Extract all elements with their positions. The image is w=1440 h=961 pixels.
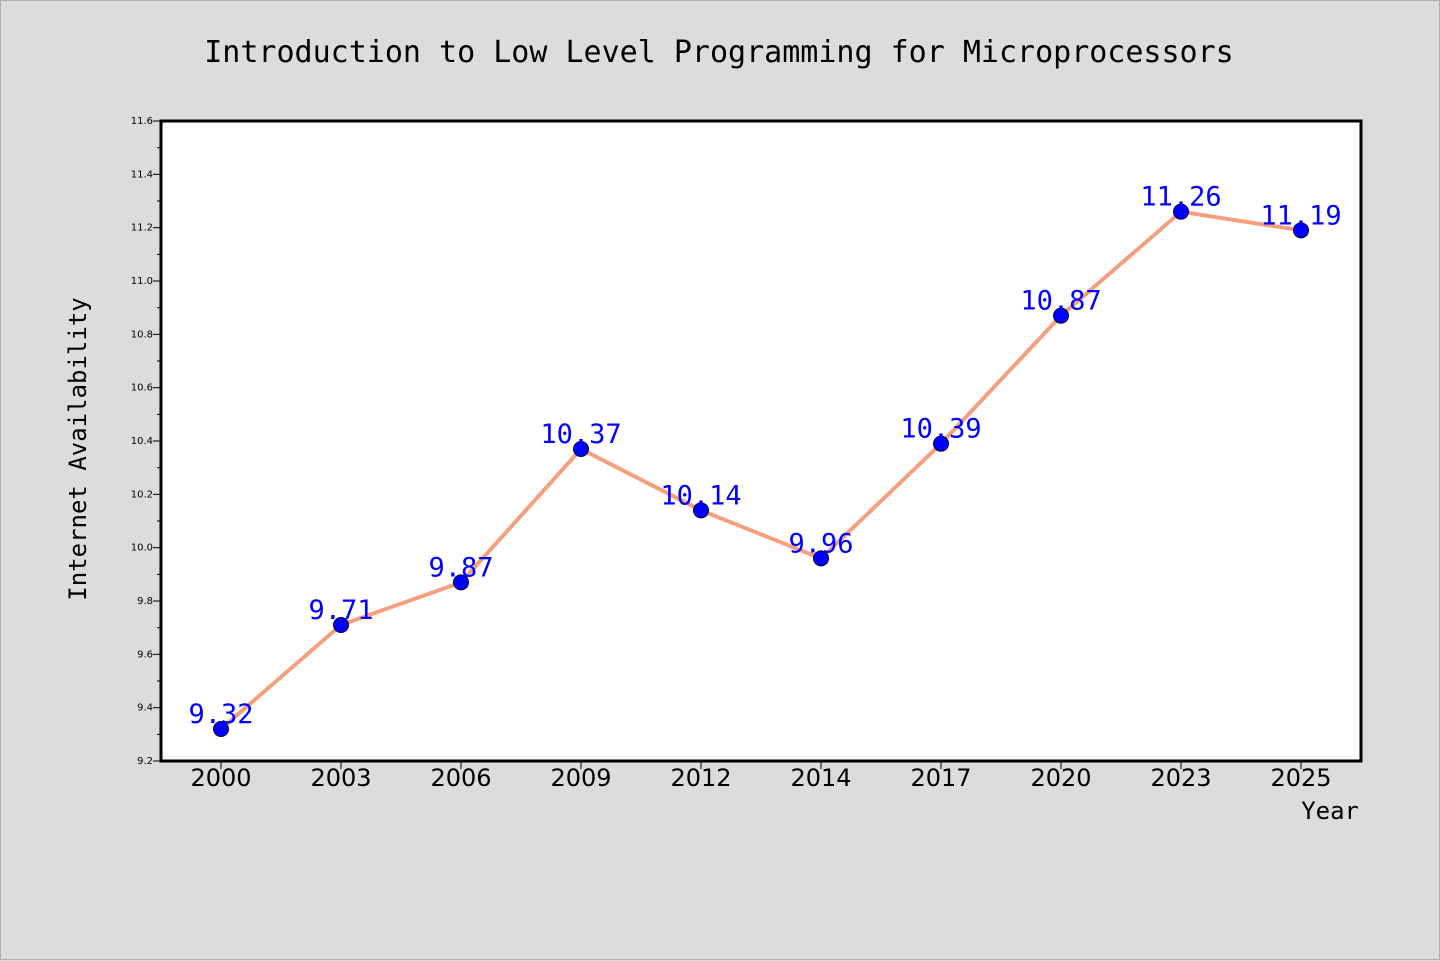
data-point bbox=[1173, 203, 1189, 220]
chart-title: Introduction to Low Level Programming fo… bbox=[204, 35, 1234, 70]
data-label: 9.32 bbox=[188, 699, 253, 730]
y-tick-label: 10.4 bbox=[131, 436, 153, 447]
data-label: 9.96 bbox=[788, 528, 853, 559]
y-tick-label: 11.6 bbox=[131, 116, 153, 127]
data-label: 10.14 bbox=[660, 480, 741, 511]
data-point bbox=[1053, 307, 1069, 324]
data-point bbox=[213, 721, 229, 737]
x-tick-label: 2003 bbox=[310, 764, 371, 792]
y-tick-label: 10.8 bbox=[131, 329, 153, 340]
data-point bbox=[693, 502, 709, 519]
data-point bbox=[1293, 222, 1309, 239]
data-point bbox=[813, 550, 829, 567]
data-label: 10.37 bbox=[540, 419, 621, 450]
y-tick-label: 11.2 bbox=[131, 223, 153, 234]
series-line bbox=[219, 209, 1303, 731]
x-tick-label: 2020 bbox=[1030, 764, 1091, 792]
data-label: 10.39 bbox=[900, 414, 981, 445]
data-point bbox=[453, 574, 469, 591]
y-tick-label: 10.2 bbox=[131, 489, 153, 500]
y-tick-label: 10.6 bbox=[131, 383, 153, 394]
x-tick-label: 2006 bbox=[430, 764, 491, 792]
data-label: 11.26 bbox=[1140, 182, 1221, 213]
x-tick-label: 2017 bbox=[910, 764, 971, 792]
plot-frame bbox=[159, 119, 1363, 763]
y-tick-label: 11.4 bbox=[131, 169, 153, 180]
y-tick-label: 9.4 bbox=[137, 703, 153, 714]
x-axis-label: Year bbox=[1301, 797, 1359, 825]
data-point bbox=[573, 441, 589, 457]
data-point bbox=[933, 435, 949, 452]
data-label: 9.71 bbox=[308, 595, 373, 626]
data-label: 9.87 bbox=[428, 552, 493, 583]
y-tick-label: 10.0 bbox=[131, 543, 153, 554]
data-label: 11.19 bbox=[1260, 200, 1341, 231]
y-tick-label: 11.0 bbox=[131, 276, 153, 287]
data-point bbox=[333, 617, 349, 633]
y-tick-label: 9.6 bbox=[137, 649, 153, 660]
x-tick-label: 2025 bbox=[1270, 764, 1331, 792]
x-tick-label: 2014 bbox=[790, 764, 851, 792]
x-tick-label: 2012 bbox=[670, 764, 731, 792]
y-tick-label: 9.2 bbox=[137, 756, 153, 767]
data-label: 10.87 bbox=[1020, 286, 1101, 317]
x-tick-label: 2000 bbox=[190, 764, 251, 792]
x-tick-label: 2009 bbox=[550, 764, 611, 792]
y-tick-label: 9.8 bbox=[137, 596, 153, 607]
x-tick-label: 2023 bbox=[1150, 764, 1211, 792]
